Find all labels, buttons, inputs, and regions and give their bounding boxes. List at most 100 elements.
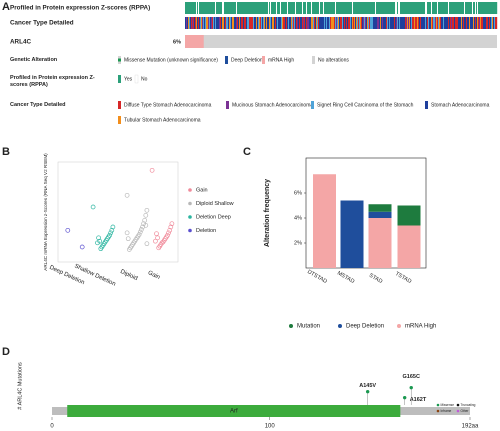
rppa-cell [248,2,250,14]
cancer-type-cell [242,17,244,29]
rppa-cell [276,2,278,14]
rppa-cell [431,2,433,14]
rppa-cell [463,2,465,14]
rppa-cell [347,2,349,14]
cancer-type-cell [451,17,453,29]
cancer-type-cell [315,17,317,29]
cancer-type-cell [226,17,228,29]
cancer-type-cell [297,17,299,29]
x-tick-label: 100 [265,424,276,430]
data-point [167,227,173,233]
rppa-cell [233,2,235,14]
cancer-type-cell [324,17,326,29]
legend-label: Deep Deletion [346,324,384,330]
data-point [149,167,155,173]
cancer-type-cell [447,17,449,29]
cancer-type-cell [250,17,252,29]
cancer-type-cell [247,17,249,29]
rppa-cell [246,2,248,14]
cancer-type-cell [482,17,484,29]
rppa-cell [294,2,296,14]
rppa-cell [341,2,343,14]
cancer-type-cell [218,17,220,29]
rppa-cell [229,2,231,14]
cancer-type-cell [461,17,463,29]
rppa-cell [225,2,227,14]
cancer-type-cell [417,17,419,29]
rppa-cell [204,2,206,14]
rppa-cell [220,2,222,14]
cancer-type-cell [195,17,197,29]
rppa-cell [454,2,456,14]
cancer-type-cell [292,17,294,29]
rppa-cell [230,2,232,14]
cancer-type-cell [279,17,281,29]
rppa-cell [369,2,371,14]
rppa-cell [396,2,398,14]
cancer-type-cell [423,17,425,29]
data-point [124,192,130,198]
rppa-cell [419,2,421,14]
bar-segment [397,225,421,268]
cancer-type-cell [459,17,461,29]
legend-marker [436,403,440,407]
cancer-type-cell [383,17,385,29]
rppa-cell [317,2,319,14]
cancer-type-cell [347,17,349,29]
cancer-type-cell [390,17,392,29]
rppa-cell [466,2,468,14]
rppa-cell [326,2,328,14]
rppa-cell [453,2,455,14]
rppa-cell [368,2,370,14]
data-point [142,217,148,223]
mutation-label: G165C [403,374,420,380]
rppa-cell [345,2,347,14]
rppa-cell [185,2,187,14]
rppa-cell [395,2,397,14]
rppa-cell [259,2,261,14]
rppa-cell [386,2,388,14]
cancer-type-cell [273,17,275,29]
cancer-type-cell [237,17,239,29]
rppa-cell [441,2,443,14]
data-point [139,227,144,232]
rppa-cell [240,2,242,14]
cancer-type-cell [197,17,199,29]
rppa-cell [218,2,220,14]
legend-label: Deletion [196,228,216,234]
rppa-cell [379,2,381,14]
cancer-type-cell [227,17,229,29]
cancer-type-cell [352,17,354,29]
cancer-type-cell [211,17,213,29]
cancer-type-cell [278,17,280,29]
cancer-type-cell [325,17,327,29]
rppa-cell [444,2,446,14]
rppa-cell [376,2,378,14]
data-point [95,240,100,246]
rppa-cell [274,2,276,14]
rppa-cell [311,2,313,14]
legend-label: Mucinous Stomach Adenocarcinoma [232,102,313,108]
cancer-type-cell [444,17,446,29]
rppa-cell [418,2,420,14]
rppa-cell [371,2,373,14]
protein-domain [67,405,401,417]
rppa-cell [277,2,279,14]
y-tick-label: 4% [294,215,302,221]
legend-marker [338,324,342,328]
panel-label: B [2,146,10,158]
rppa-cell [244,2,246,14]
cancer-type-cell [404,17,406,29]
cancer-type-cell [343,17,345,29]
cancer-type-cell [431,17,433,29]
cancer-type-cell [229,17,231,29]
cancer-type-cell [395,17,397,29]
cancer-type-cell [357,17,359,29]
legend-swatch [226,101,229,109]
rppa-cell [377,2,379,14]
rppa-cell [445,2,447,14]
cancer-type-cell [380,17,382,29]
cancer-type-cell [489,17,491,29]
mutation-label: A162T [410,397,427,403]
